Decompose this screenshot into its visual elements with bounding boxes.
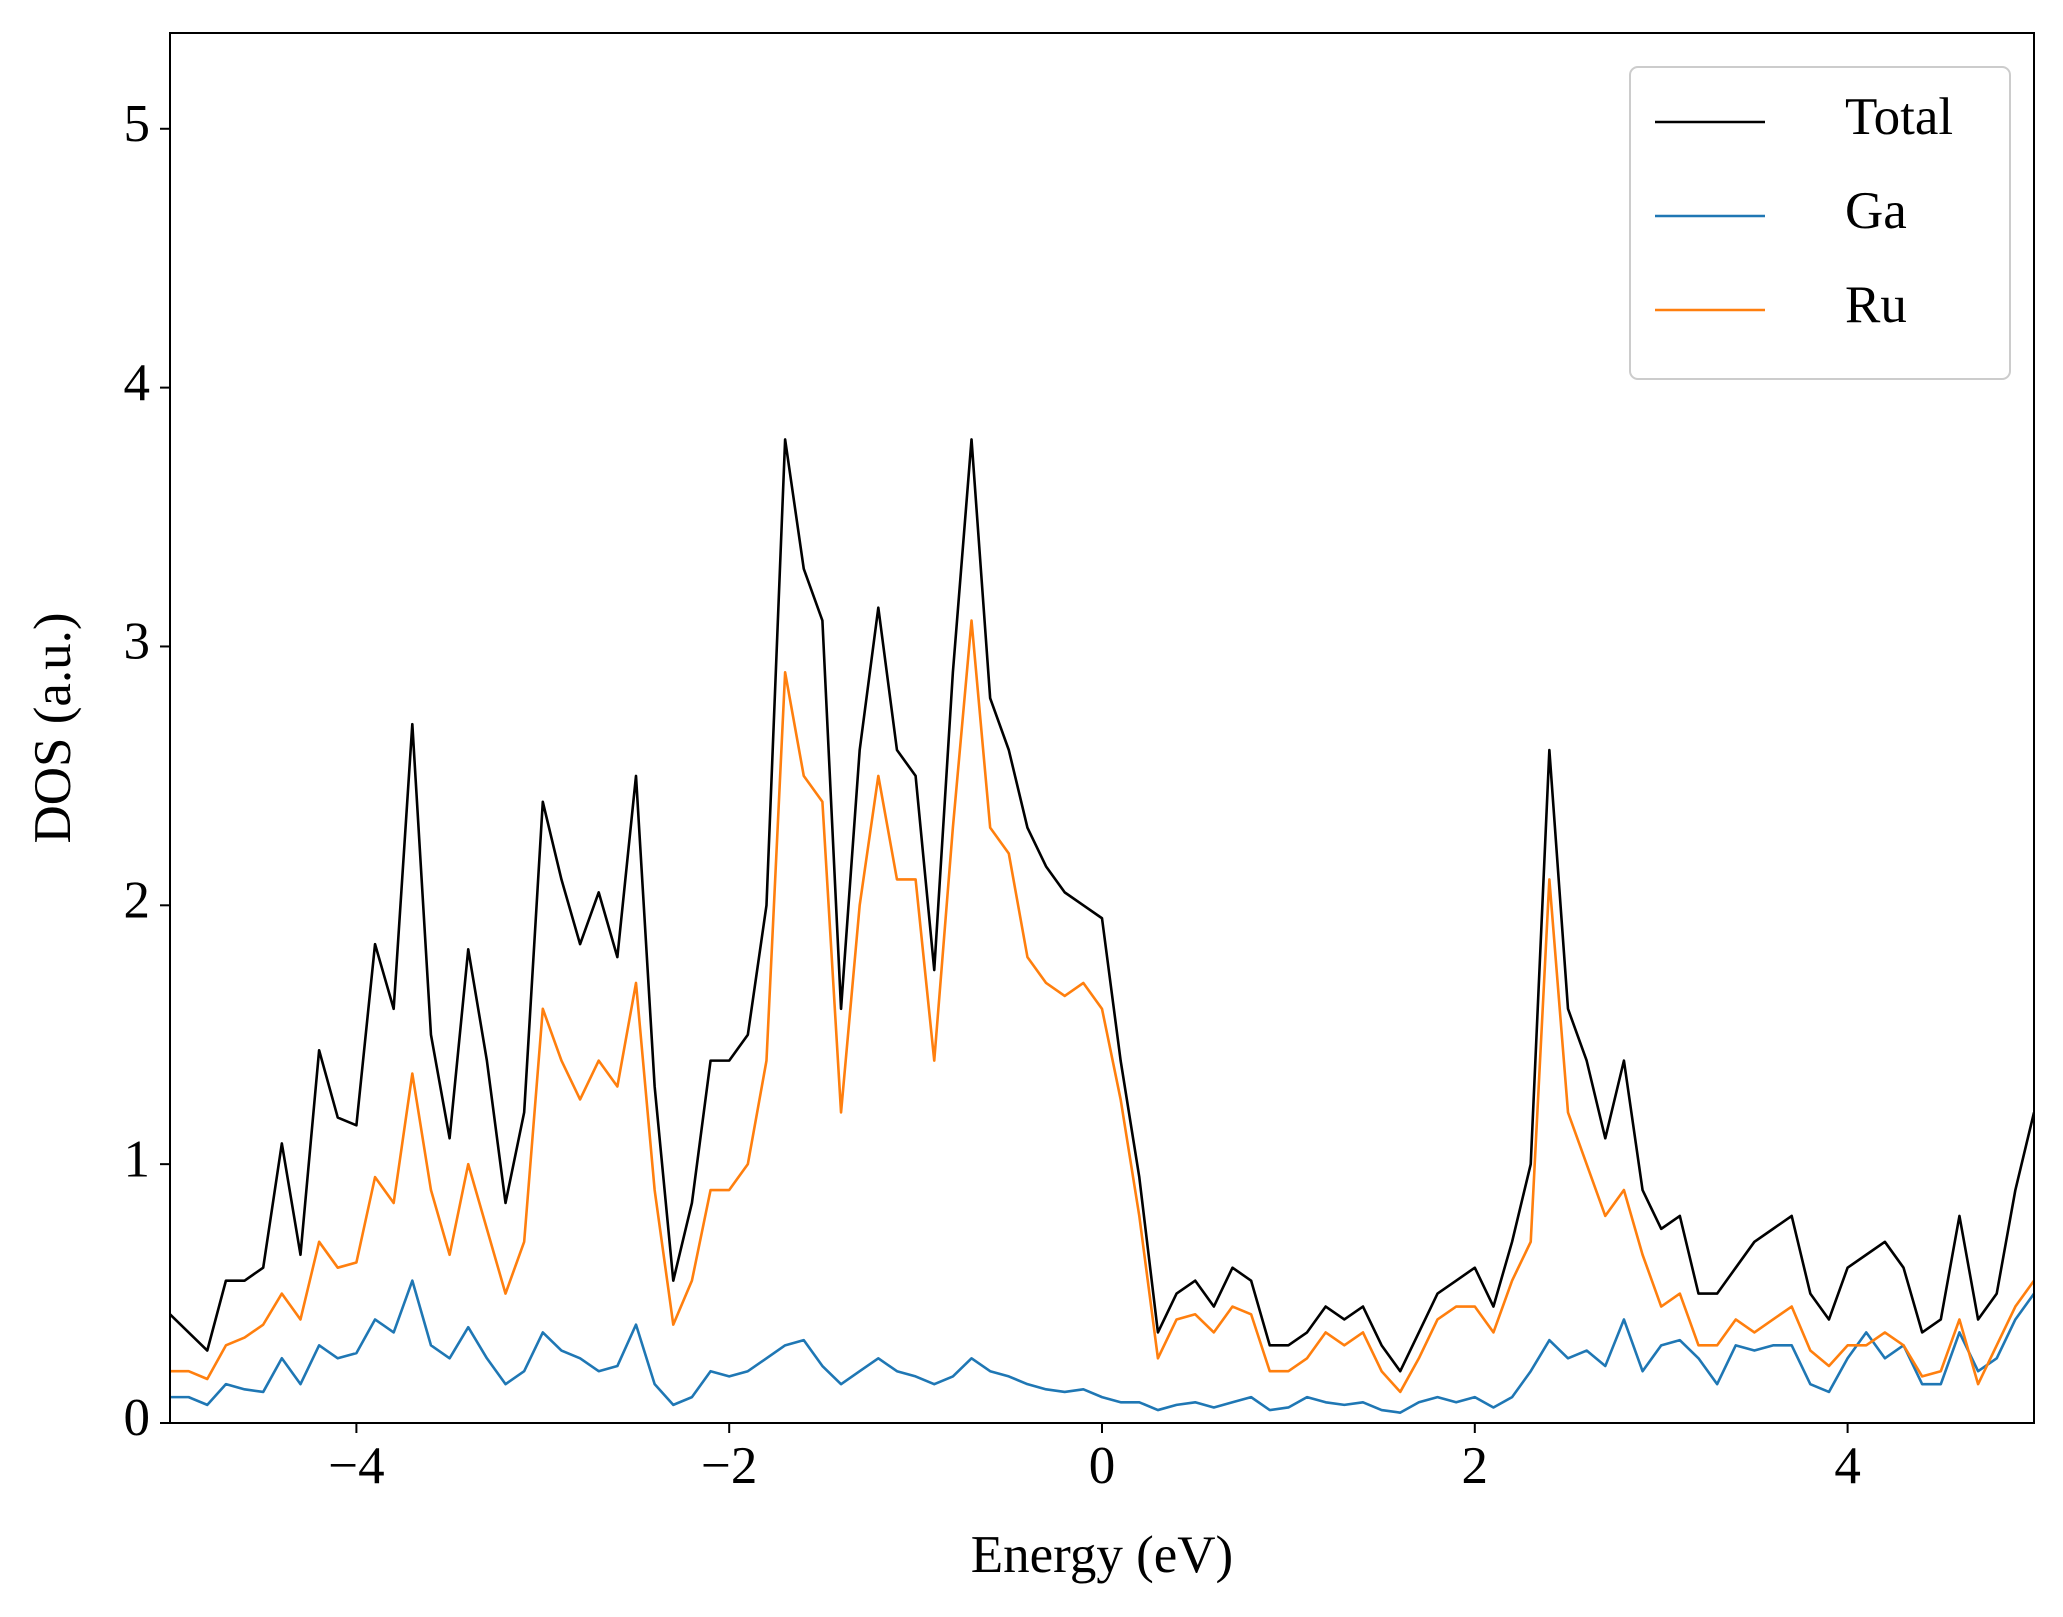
y-axis-label: DOS (a.u.) <box>24 612 82 843</box>
legend-box <box>1629 66 2011 380</box>
x-tick-label: 4 <box>1834 1437 1861 1495</box>
x-axis-label: Energy (eV) <box>971 1526 1233 1584</box>
line-series <box>170 619 2034 1394</box>
x-tick-label: −2 <box>701 1437 757 1495</box>
x-tick-label: −4 <box>328 1437 384 1495</box>
legend-label: Ga <box>1845 182 1907 240</box>
legend-label: Total <box>1845 88 1953 146</box>
y-tick-label: 5 <box>124 95 151 153</box>
x-tick-label: 0 <box>1089 1437 1116 1495</box>
y-tick-label: 4 <box>124 354 151 412</box>
y-tick-label: 0 <box>124 1389 151 1447</box>
line-series <box>170 1279 2034 1414</box>
line-series <box>170 438 2034 1373</box>
y-tick-label: 3 <box>124 613 151 671</box>
y-tick-label: 2 <box>124 871 151 929</box>
x-tick-label: 2 <box>1462 1437 1489 1495</box>
y-tick-label: 1 <box>124 1130 151 1188</box>
legend-label: Ru <box>1845 276 1907 334</box>
